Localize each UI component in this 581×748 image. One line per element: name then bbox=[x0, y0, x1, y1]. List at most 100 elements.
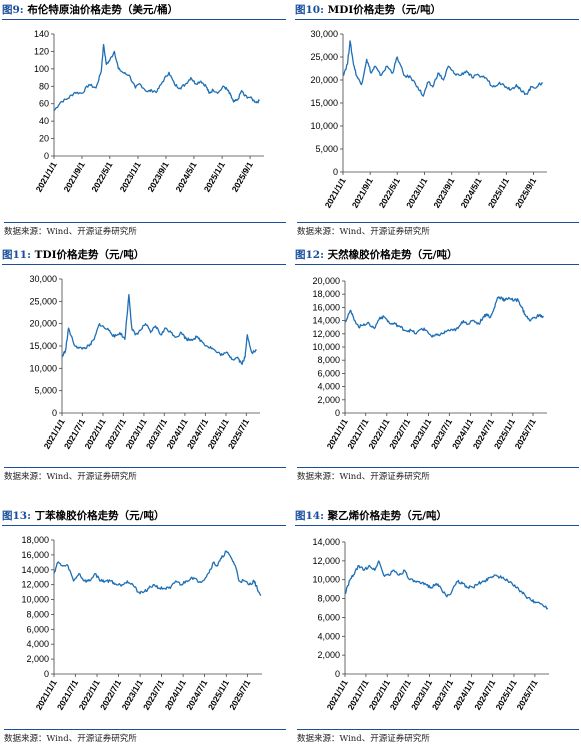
y-tick-label: 6,000 bbox=[26, 624, 49, 634]
y-tick-label: 120 bbox=[34, 46, 49, 56]
x-tick-label: 2023/1/1 bbox=[118, 160, 143, 194]
y-tick-label: 0 bbox=[44, 151, 49, 161]
y-tick-label: 14,000 bbox=[312, 537, 340, 547]
x-tick-label: 2023/9/1 bbox=[145, 160, 170, 194]
y-tick-label: 25,000 bbox=[310, 52, 338, 62]
y-tick-label: 4,000 bbox=[317, 382, 340, 392]
y-tick-label: 30,000 bbox=[310, 29, 338, 39]
y-tick-label: 10,000 bbox=[21, 595, 49, 605]
y-tick-label: 18,000 bbox=[312, 289, 340, 299]
y-tick-label: 14,000 bbox=[21, 565, 49, 575]
chart-title: 图9: 布伦特原油价格走势（美元/桶） bbox=[2, 2, 286, 20]
figure-number: 图11: bbox=[2, 249, 31, 261]
series-line bbox=[61, 293, 257, 365]
x-tick-label: 2023/1/1 bbox=[404, 176, 429, 210]
chart-title-text: TDI价格走势（元/吨） bbox=[34, 249, 145, 261]
x-tick-label: 2025/9/1 bbox=[513, 176, 538, 210]
y-tick-label: 20 bbox=[39, 134, 49, 144]
source-note: 数据来源：Wind、开源证券研究所 bbox=[4, 467, 286, 482]
x-tick-label: 2021/9/1 bbox=[61, 160, 86, 194]
y-tick-label: 20,000 bbox=[312, 276, 340, 286]
chart-title-text: 布伦特原油价格走势（美元/桶） bbox=[27, 4, 179, 16]
y-tick-label: 18,000 bbox=[21, 535, 49, 545]
series-line bbox=[344, 296, 545, 338]
y-tick-label: 4,000 bbox=[26, 639, 49, 649]
y-tick-label: 12,000 bbox=[312, 329, 340, 339]
y-tick-label: 2,000 bbox=[317, 395, 340, 405]
y-tick-label: 14,000 bbox=[312, 316, 340, 326]
polyethylene-line-chart: 02,0004,0006,0008,00010,00012,00014,0002… bbox=[312, 537, 549, 712]
chart-title-text: 丁苯橡胶价格走势（元/吨） bbox=[34, 510, 165, 522]
x-tick-label: 2025/7/1 bbox=[227, 678, 252, 712]
natural-rubber-line-chart: 0 2,000 4,000 6,000 8,000 10,000 12,000 14,000 1… bbox=[312, 276, 547, 451]
source-note: 数据来源：Wind、开源证券研究所 bbox=[4, 729, 286, 744]
chart-title: 图12: 天然橡胶价格走势（元/吨） bbox=[295, 247, 579, 265]
x-tick-label: 2025/1/1 bbox=[486, 176, 511, 210]
chart-title: 图13: 丁苯橡胶价格走势（元/吨） bbox=[2, 508, 286, 526]
chart-title: 图14: 聚乙烯价格走势（元/吨） bbox=[295, 508, 579, 526]
y-tick-label: 25,000 bbox=[29, 296, 57, 306]
y-tick-label: 2,000 bbox=[26, 654, 49, 664]
y-tick-label: 5,000 bbox=[34, 386, 57, 396]
y-tick-label: 12,000 bbox=[21, 580, 49, 590]
chart-title: 图11: TDI价格走势（元/吨） bbox=[2, 247, 286, 265]
y-tick-label: 60 bbox=[39, 99, 49, 109]
figure-number: 图14: bbox=[295, 510, 324, 522]
x-tick-label: 2022/5/1 bbox=[89, 160, 114, 194]
x-tick-label: 2025/9/1 bbox=[230, 160, 255, 194]
y-tick-label: 20,000 bbox=[310, 75, 338, 85]
y-tick-label: 8,000 bbox=[26, 609, 49, 619]
y-tick-label: 40 bbox=[39, 116, 49, 126]
y-tick-label: 0 bbox=[335, 669, 340, 679]
series-line bbox=[342, 40, 543, 97]
chart-title: 图10: MDI价格走势（元/吨） bbox=[295, 2, 579, 20]
brent-line-chart: 0 20 40 60 80 100 120 140 2021/1/1 2021/9/1 2022/5… bbox=[34, 29, 264, 194]
y-tick-label: 5,000 bbox=[315, 144, 338, 154]
source-note: 数据来源：Wind、开源证券研究所 bbox=[297, 467, 579, 482]
y-tick-label: 10,000 bbox=[312, 575, 340, 585]
figure-number: 图13: bbox=[2, 510, 31, 522]
y-tick-label: 6,000 bbox=[317, 612, 340, 622]
chart-title-text: 天然橡胶价格走势（元/吨） bbox=[327, 249, 458, 261]
figure-number: 图10: bbox=[295, 4, 324, 16]
y-tick-label: 6,000 bbox=[317, 368, 340, 378]
series-line bbox=[53, 550, 262, 597]
source-note: 数据来源：Wind、开源证券研究所 bbox=[4, 222, 286, 237]
y-tick-label: 10,000 bbox=[310, 121, 338, 131]
mdi-line-chart: 0 5,000 10,000 15,000 20,000 25,000 30,000 2021… bbox=[310, 29, 547, 210]
y-tick-label: 12,000 bbox=[312, 556, 340, 566]
series-line bbox=[344, 560, 549, 610]
y-tick-label: 4,000 bbox=[317, 631, 340, 641]
tdi-line-chart: 05,00010,00015,00020,00025,00030,0002021… bbox=[29, 274, 260, 451]
x-tick-label: 2021/1/1 bbox=[34, 160, 59, 194]
sbr-line-chart: 0 2,000 4,000 6,000 8,000 10,000 12,000 14,000 1… bbox=[21, 535, 262, 712]
y-tick-label: 140 bbox=[34, 29, 49, 39]
y-tick-label: 20,000 bbox=[29, 319, 57, 329]
series-line bbox=[53, 43, 260, 112]
source-note: 数据来源：Wind、开源证券研究所 bbox=[297, 729, 579, 744]
y-tick-label: 2,000 bbox=[317, 650, 340, 660]
chart-title-text: MDI价格走势（元/吨） bbox=[327, 4, 442, 16]
y-tick-label: 0 bbox=[333, 167, 338, 177]
y-tick-label: 16,000 bbox=[312, 302, 340, 312]
x-tick-label: 2024/5/1 bbox=[173, 160, 198, 194]
figure-number: 图12: bbox=[295, 249, 324, 261]
y-tick-label: 16,000 bbox=[21, 550, 49, 560]
y-tick-label: 8,000 bbox=[317, 594, 340, 604]
x-tick-label: 2024/5/1 bbox=[458, 176, 483, 210]
y-tick-label: 0 bbox=[52, 408, 57, 418]
source-note: 数据来源：Wind、开源证券研究所 bbox=[297, 222, 579, 237]
x-tick-label: 2023/9/1 bbox=[431, 176, 456, 210]
y-tick-label: 0 bbox=[44, 669, 49, 679]
y-tick-label: 10,000 bbox=[29, 363, 57, 373]
x-tick-label: 2021/9/1 bbox=[350, 176, 375, 210]
y-tick-label: 15,000 bbox=[310, 98, 338, 108]
x-tick-label: 2025/1/1 bbox=[202, 160, 227, 194]
y-tick-label: 8,000 bbox=[317, 355, 340, 365]
chart-title-text: 聚乙烯价格走势（元/吨） bbox=[327, 510, 447, 522]
y-tick-label: 10,000 bbox=[312, 342, 340, 352]
y-tick-label: 15,000 bbox=[29, 341, 57, 351]
y-tick-label: 100 bbox=[34, 64, 49, 74]
x-tick-label: 2021/1/1 bbox=[323, 176, 348, 210]
figure-number: 图9: bbox=[2, 4, 24, 16]
